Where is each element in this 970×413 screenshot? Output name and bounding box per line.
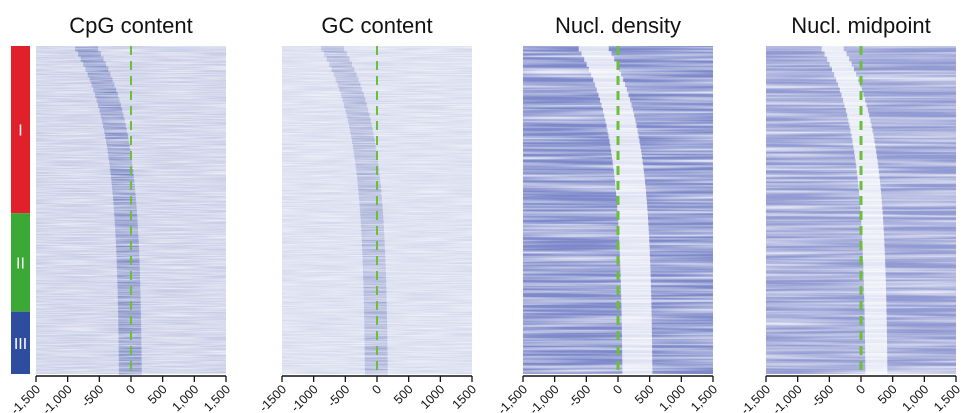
x-tick-label: 0 xyxy=(369,382,384,397)
x-tick-label: 500 xyxy=(632,382,657,407)
x-tick-label: -500 xyxy=(566,382,594,410)
cluster-segment-II xyxy=(11,213,30,312)
heatmap-panels: CpG content-1,500-1,000 -500 0 500 1,000 1,50… xyxy=(8,13,963,413)
x-tick-label: 0 xyxy=(610,382,625,397)
x-tick-label: 0 xyxy=(853,382,868,397)
x-tick-label: 1000 xyxy=(418,382,448,412)
panel-title: CpG content xyxy=(69,13,193,38)
x-tick-label: 1,000 xyxy=(656,382,688,413)
x-tick-label: -1,500 xyxy=(738,382,773,413)
panel-title: Nucl. density xyxy=(555,13,681,38)
cluster-label-I: I xyxy=(18,123,22,140)
heatmap-panel-1: CpG content -1,500-1,000 -500 0 500 1,000 1,50… xyxy=(8,13,233,413)
x-tick-label: -1,000 xyxy=(40,382,75,413)
x-tick-label: 500 xyxy=(875,382,900,407)
cluster-segment-III xyxy=(11,311,30,374)
x-tick-label: 1,000 xyxy=(169,382,201,413)
x-tick-label: -500 xyxy=(809,382,837,410)
panel-title: Nucl. midpoint xyxy=(791,13,930,38)
heatmap-panel-2: GC content -1500 -1000 -500 0 500 1000 1500 xyxy=(257,13,480,413)
cluster-segment-I xyxy=(11,46,30,214)
x-tick-label: 500 xyxy=(145,382,170,407)
heatmap-panel-4: Nucl. midpoint -1,500-1,000 -500 0 500 1,000 1… xyxy=(738,13,963,413)
x-tick-label: 1,000 xyxy=(899,382,931,413)
x-tick-label: -500 xyxy=(325,382,353,410)
x-tick-label: -500 xyxy=(79,382,107,410)
x-tick-label: -1,500 xyxy=(8,382,43,413)
cluster-label-III: III xyxy=(14,336,27,353)
x-tick-label: -1,000 xyxy=(770,382,805,413)
x-tick-label: -1,000 xyxy=(527,382,562,413)
x-tick-label: -1,500 xyxy=(495,382,530,413)
x-tick-label: -1500 xyxy=(257,382,290,413)
x-tick-label: -1000 xyxy=(288,382,321,413)
x-tick-label: 1,500 xyxy=(201,382,233,413)
heatmap-panel-3: Nucl. density -1,500-1,000 -500 0 500 1,000 1,… xyxy=(495,13,720,413)
panel-title: GC content xyxy=(321,13,432,38)
cluster-label-II: II xyxy=(16,255,25,272)
x-tick-label: 1,500 xyxy=(688,382,720,413)
x-tick-label: 500 xyxy=(391,382,416,407)
x-tick-label: 0 xyxy=(123,382,138,397)
x-tick-label: 1,500 xyxy=(931,382,963,413)
x-tick-label: 1500 xyxy=(450,382,480,412)
